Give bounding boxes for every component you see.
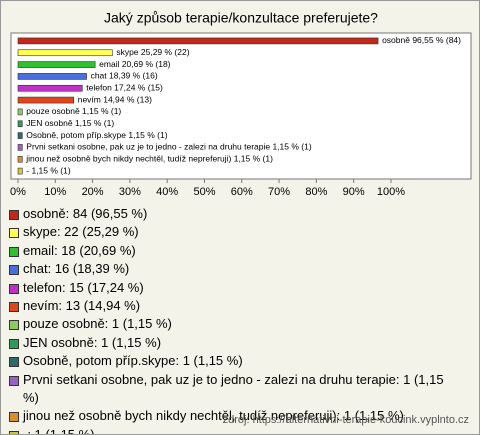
legend-item: JEN osobně: 1 (1,15 %) <box>9 334 449 352</box>
plot: Jaký způsob terapie/konzultace preferuje… <box>10 10 472 198</box>
legend-item: skype: 22 (25,29 %) <box>9 223 449 241</box>
x-tick-label: 50% <box>193 186 215 198</box>
legend-swatch <box>9 338 19 349</box>
bar-label: telefon 17,24 % (15) <box>86 83 163 93</box>
legend-label: email: 18 (20,69 %) <box>23 242 136 258</box>
bar-label: nevím 14,94 % (13) <box>78 94 152 104</box>
x-tick-label: 90% <box>343 186 365 198</box>
bar-label: Prvni setkani osobne, pak uz je to jedno… <box>26 142 312 152</box>
legend-label: osobně: 84 (96,55 %) <box>23 206 148 221</box>
bar <box>17 132 23 139</box>
x-tick-label: 20% <box>82 186 104 198</box>
legend-label: pouze osobně: 1 (1,15 %) <box>23 316 172 332</box>
legend-label: telefon: 15 (17,24 %) <box>23 279 144 295</box>
x-tick-label: 30% <box>119 186 141 198</box>
legend-label: -: 1 (1,15 %) <box>23 426 95 435</box>
plot-area <box>10 32 472 180</box>
legend-swatch <box>9 283 19 294</box>
legend: osobně: 84 (96,55 %) skype: 22 (25,29 %) e… <box>9 205 449 435</box>
bar <box>17 144 23 151</box>
bar <box>17 155 23 163</box>
legend-swatch <box>9 375 19 386</box>
legend-swatch <box>9 320 19 331</box>
bar <box>17 96 75 104</box>
legend-item: -: 1 (1,15 %) <box>9 426 449 435</box>
bar <box>17 37 379 45</box>
source: zdroj: https://alternativni-terapie-kouc… <box>222 414 469 426</box>
bar <box>17 167 23 175</box>
x-tick-label: 100% <box>377 186 405 198</box>
legend-item: Osobně, potom příp.skype: 1 (1,15 %) <box>9 352 449 370</box>
x-tick-label: 40% <box>156 186 178 198</box>
legend-item: osobně: 84 (96,55 %) <box>9 205 449 223</box>
bar <box>17 49 113 57</box>
legend-item: telefon: 15 (17,24 %) <box>9 279 449 297</box>
bar-label: jinou než osobně bych nikdy nechtěl, tud… <box>25 154 273 164</box>
chart-title: Jaký způsob terapie/konzultace preferuje… <box>104 10 378 26</box>
bar-label: - 1,15 % (1) <box>26 165 71 175</box>
bar-label: chat 18,39 % (16) <box>91 71 158 81</box>
legend-swatch <box>9 357 19 368</box>
bar-label: JEN osobně 1,15 % (1) <box>26 118 114 128</box>
x-tick-label: 0% <box>10 186 26 198</box>
legend-label: skype: 22 (25,29 %) <box>23 224 139 240</box>
x-tick-label: 60% <box>231 186 253 198</box>
legend-swatch <box>9 302 19 313</box>
x-tick-label: 10% <box>44 186 66 198</box>
legend-item: pouze osobně: 1 (1,15 %) <box>9 315 449 333</box>
bar <box>17 61 96 68</box>
bar-label: skype 25,29 % (22) <box>116 47 189 57</box>
legend-label: JEN osobně: 1 (1,15 %) <box>23 334 162 350</box>
legend-item: Prvni setkani osobne, pak uz je to jedno… <box>9 371 449 408</box>
bar-label: email 20,69 % (18) <box>99 59 171 69</box>
legend-label: chat: 16 (18,39 %) <box>23 261 130 277</box>
legend-swatch <box>9 430 19 434</box>
x-tick-label: 70% <box>268 186 290 198</box>
x-tick-label: 80% <box>305 186 327 198</box>
bar <box>17 73 87 80</box>
legend-label: jinou než osobně bych nikdy nechtěl, tud… <box>23 408 404 424</box>
legend-swatch <box>9 228 19 239</box>
bar <box>17 84 83 92</box>
bar <box>17 108 23 116</box>
legend-swatch <box>9 412 19 423</box>
legend-item: nevím: 13 (14,94 %) <box>9 297 449 315</box>
legend-label: nevím: 13 (14,94 %) <box>23 298 141 314</box>
legend-item: jinou než osobně bych nikdy nechtěl, tud… <box>9 407 449 425</box>
legend-label: Osobně, potom příp.skype: 1 (1,15 %) <box>23 353 243 369</box>
bar-label: Osobně, potom příp.skype 1,15 % (1) <box>26 130 167 140</box>
legend-item: chat: 16 (18,39 %) <box>9 260 449 278</box>
bar <box>17 120 23 128</box>
bar-label: pouze osobně 1,15 % (1) <box>26 106 121 116</box>
legend-swatch <box>9 246 19 257</box>
legend-item: email: 18 (20,69 %) <box>9 242 449 260</box>
legend-swatch <box>9 265 19 276</box>
legend-label: Prvni setkani osobne, pak uz je to jedno… <box>23 371 444 406</box>
bar-label: osobně 96,55 % (84) <box>382 35 461 45</box>
legend-swatch <box>9 210 19 220</box>
